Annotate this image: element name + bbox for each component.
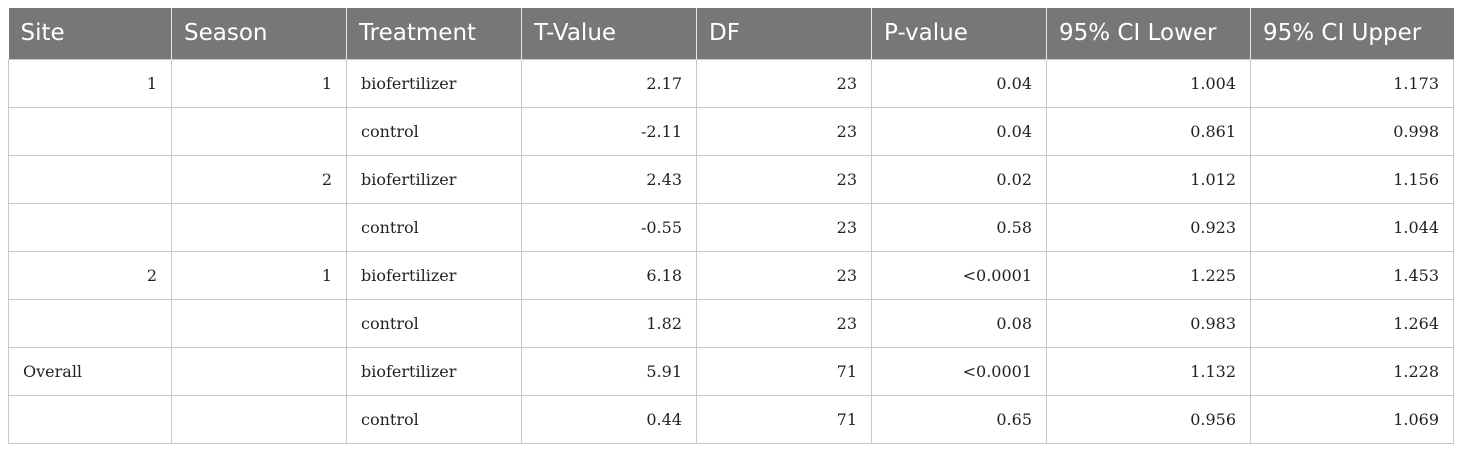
- cell-site: [8, 298, 172, 348]
- cell-t-value: 0.44: [521, 394, 697, 444]
- results-table: Site Season Treatment T-Value DF P-value…: [8, 8, 1454, 444]
- cell-ci-lower: 0.923: [1046, 202, 1251, 252]
- cell-ci-upper: 1.453: [1250, 250, 1454, 300]
- cell-p-value: 0.04: [871, 58, 1047, 108]
- cell-ci-upper: 0.998: [1250, 106, 1454, 156]
- cell-ci-lower: 1.012: [1046, 154, 1251, 204]
- cell-t-value: 1.82: [521, 298, 697, 348]
- cell-ci-upper: 1.264: [1250, 298, 1454, 348]
- results-table-container: Site Season Treatment T-Value DF P-value…: [8, 8, 1454, 444]
- cell-treatment: biofertilizer: [346, 58, 522, 108]
- cell-treatment: control: [346, 202, 522, 252]
- cell-t-value: 2.43: [521, 154, 697, 204]
- cell-ci-upper: 1.044: [1250, 202, 1454, 252]
- table-header: Site Season Treatment T-Value DF P-value…: [8, 8, 1454, 59]
- table-row: control -0.55 23 0.58 0.923 1.044: [8, 202, 1454, 252]
- cell-df: 23: [696, 298, 872, 348]
- table-body: 1 1 biofertilizer 2.17 23 0.04 1.004 1.173 contr…: [8, 58, 1454, 444]
- cell-treatment: biofertilizer: [346, 154, 522, 204]
- table-row: 2 biofertilizer 2.43 23 0.02 1.012 1.156: [8, 154, 1454, 204]
- cell-treatment: control: [346, 394, 522, 444]
- cell-site: [8, 106, 172, 156]
- cell-t-value: 2.17: [521, 58, 697, 108]
- cell-df: 71: [696, 394, 872, 444]
- cell-season: [171, 346, 347, 396]
- cell-t-value: 6.18: [521, 250, 697, 300]
- cell-p-value: <0.0001: [871, 250, 1047, 300]
- cell-df: 23: [696, 106, 872, 156]
- cell-ci-lower: 0.983: [1046, 298, 1251, 348]
- cell-season: [171, 106, 347, 156]
- cell-p-value: 0.04: [871, 106, 1047, 156]
- cell-ci-lower: 0.956: [1046, 394, 1251, 444]
- header-ci-lower: 95% CI Lower: [1046, 8, 1251, 59]
- header-treatment: Treatment: [346, 8, 522, 59]
- header-row: Site Season Treatment T-Value DF P-value…: [8, 8, 1454, 59]
- table-row: 2 1 biofertilizer 6.18 23 <0.0001 1.225 1.453: [8, 250, 1454, 300]
- header-site: Site: [8, 8, 172, 59]
- cell-ci-lower: 1.004: [1046, 58, 1251, 108]
- cell-season: [171, 202, 347, 252]
- cell-df: 23: [696, 154, 872, 204]
- cell-df: 71: [696, 346, 872, 396]
- cell-df: 23: [696, 58, 872, 108]
- cell-treatment: biofertilizer: [346, 250, 522, 300]
- cell-p-value: <0.0001: [871, 346, 1047, 396]
- cell-site: [8, 202, 172, 252]
- header-ci-upper: 95% CI Upper: [1250, 8, 1454, 59]
- cell-ci-upper: 1.069: [1250, 394, 1454, 444]
- header-p-value: P-value: [871, 8, 1047, 59]
- cell-p-value: 0.02: [871, 154, 1047, 204]
- cell-site: [8, 154, 172, 204]
- table-row: control -2.11 23 0.04 0.861 0.998: [8, 106, 1454, 156]
- cell-df: 23: [696, 202, 872, 252]
- cell-p-value: 0.08: [871, 298, 1047, 348]
- cell-season: [171, 298, 347, 348]
- cell-p-value: 0.58: [871, 202, 1047, 252]
- header-season: Season: [171, 8, 347, 59]
- header-df: DF: [696, 8, 872, 59]
- cell-t-value: 5.91: [521, 346, 697, 396]
- cell-site: 2: [8, 250, 172, 300]
- cell-treatment: control: [346, 106, 522, 156]
- cell-ci-upper: 1.156: [1250, 154, 1454, 204]
- header-t-value: T-Value: [521, 8, 697, 59]
- cell-season: 1: [171, 250, 347, 300]
- cell-season: 1: [171, 58, 347, 108]
- cell-p-value: 0.65: [871, 394, 1047, 444]
- cell-site: 1: [8, 58, 172, 108]
- cell-treatment: biofertilizer: [346, 346, 522, 396]
- cell-site: [8, 394, 172, 444]
- cell-ci-upper: 1.173: [1250, 58, 1454, 108]
- cell-treatment: control: [346, 298, 522, 348]
- cell-ci-upper: 1.228: [1250, 346, 1454, 396]
- cell-season: 2: [171, 154, 347, 204]
- cell-season: [171, 394, 347, 444]
- table-row: control 0.44 71 0.65 0.956 1.069: [8, 394, 1454, 444]
- table-row: 1 1 biofertilizer 2.17 23 0.04 1.004 1.173: [8, 58, 1454, 108]
- table-row: control 1.82 23 0.08 0.983 1.264: [8, 298, 1454, 348]
- table-row: Overall biofertilizer 5.91 71 <0.0001 1.132 1.…: [8, 346, 1454, 396]
- cell-site: Overall: [8, 346, 172, 396]
- cell-ci-lower: 1.132: [1046, 346, 1251, 396]
- cell-ci-lower: 0.861: [1046, 106, 1251, 156]
- cell-t-value: -2.11: [521, 106, 697, 156]
- cell-t-value: -0.55: [521, 202, 697, 252]
- cell-df: 23: [696, 250, 872, 300]
- cell-ci-lower: 1.225: [1046, 250, 1251, 300]
